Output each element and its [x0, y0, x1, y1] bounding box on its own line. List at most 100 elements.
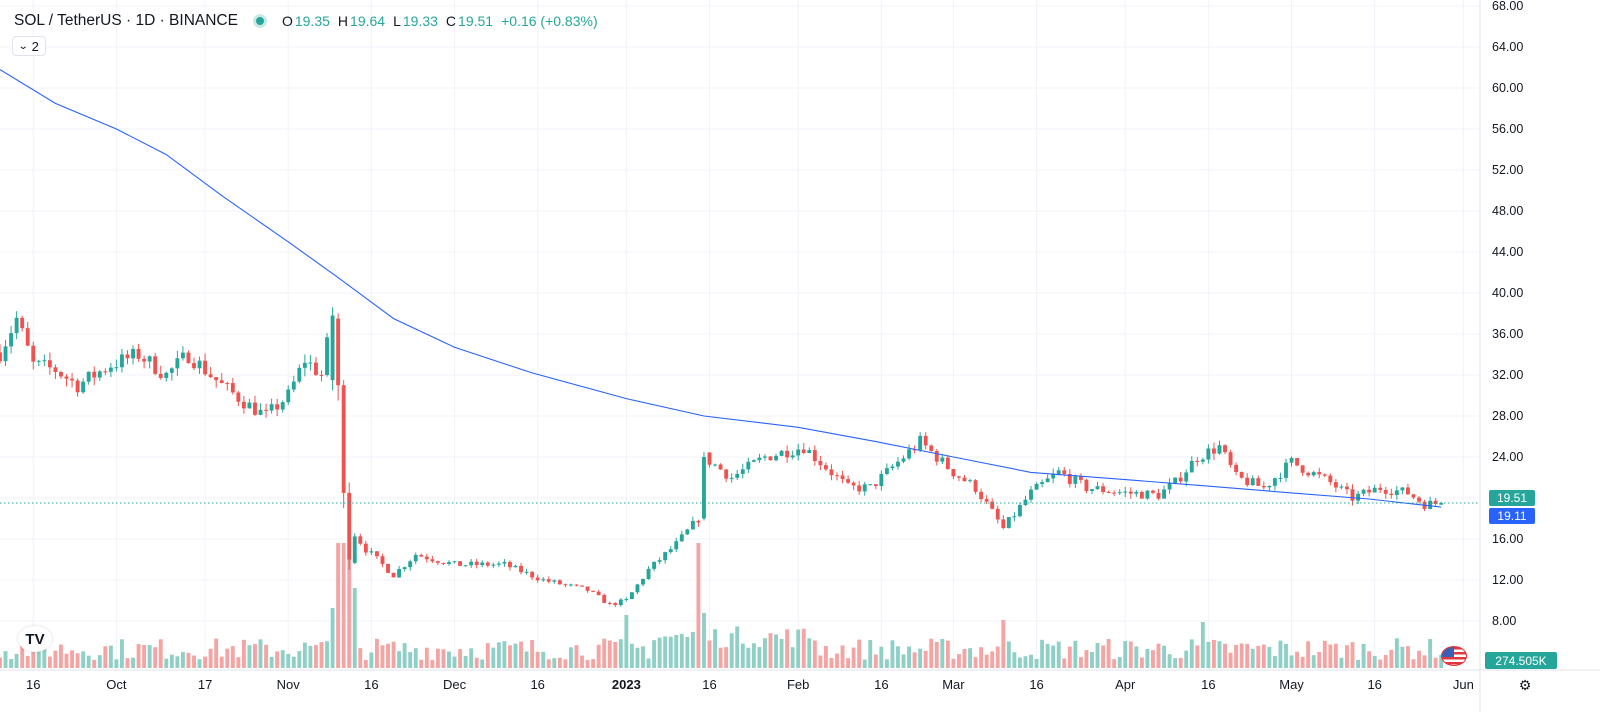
candle-body[interactable]	[563, 584, 568, 586]
candle-body[interactable]	[1406, 487, 1410, 495]
candle-body[interactable]	[413, 554, 418, 562]
candle-body[interactable]	[53, 367, 58, 373]
candle-body[interactable]	[1333, 482, 1338, 488]
candle-body[interactable]	[618, 599, 623, 606]
candle-body[interactable]	[1078, 476, 1083, 480]
candle-body[interactable]	[702, 457, 706, 519]
candle-body[interactable]	[1345, 486, 1349, 490]
candle-body[interactable]	[180, 352, 185, 359]
candle-body[interactable]	[363, 543, 368, 553]
candle-body[interactable]	[1167, 483, 1172, 490]
candle-body[interactable]	[103, 371, 108, 373]
candle-body[interactable]	[47, 360, 52, 368]
candle-body[interactable]	[552, 580, 557, 582]
symbol-title[interactable]: SOL / TetherUS · 1D · BINANCE	[14, 12, 238, 29]
candle-body[interactable]	[1306, 472, 1311, 476]
tradingview-logo-icon[interactable]: TV	[18, 626, 52, 652]
candle-body[interactable]	[1433, 500, 1438, 504]
candle-body[interactable]	[208, 374, 213, 378]
candle-body[interactable]	[153, 356, 158, 374]
candle-body[interactable]	[1023, 499, 1028, 506]
candle-body[interactable]	[1006, 517, 1011, 529]
candle-body[interactable]	[641, 579, 645, 585]
candle-body[interactable]	[136, 348, 141, 359]
candle-body[interactable]	[214, 377, 219, 381]
candle-body[interactable]	[1206, 448, 1211, 460]
candle-body[interactable]	[1045, 478, 1050, 483]
candle-body[interactable]	[1234, 464, 1239, 473]
candle-body[interactable]	[86, 371, 91, 382]
candle-body[interactable]	[1040, 482, 1045, 484]
candle-body[interactable]	[774, 455, 778, 461]
candle-body[interactable]	[1239, 472, 1244, 478]
candle-body[interactable]	[1189, 460, 1194, 473]
candle-body[interactable]	[158, 373, 163, 378]
candle-body[interactable]	[546, 579, 551, 582]
candle-body[interactable]	[1073, 476, 1078, 484]
candle-body[interactable]	[42, 360, 47, 362]
candle-body[interactable]	[25, 328, 30, 346]
candle-body[interactable]	[120, 354, 124, 368]
candle-body[interactable]	[1062, 470, 1067, 474]
candle-body[interactable]	[269, 404, 274, 411]
candle-body[interactable]	[1090, 489, 1094, 491]
candle-body[interactable]	[624, 599, 629, 601]
candle-body[interactable]	[1173, 477, 1178, 484]
candle-body[interactable]	[275, 404, 280, 410]
candle-body[interactable]	[613, 603, 618, 606]
candle-body[interactable]	[391, 572, 396, 578]
candle-body[interactable]	[1228, 452, 1233, 465]
candle-body[interactable]	[990, 501, 995, 509]
candle-body[interactable]	[957, 476, 961, 478]
candle-body[interactable]	[801, 449, 806, 454]
candle-body[interactable]	[657, 560, 662, 562]
candle-body[interactable]	[757, 457, 762, 461]
candle-body[interactable]	[502, 561, 507, 564]
candle-body[interactable]	[142, 358, 147, 362]
candle-body[interactable]	[1012, 516, 1017, 518]
candle-body[interactable]	[1162, 489, 1166, 499]
candle-body[interactable]	[463, 565, 468, 567]
candle-body[interactable]	[951, 469, 956, 477]
candle-body[interactable]	[386, 563, 390, 573]
candle-body[interactable]	[341, 385, 346, 493]
indicators-toggle-button[interactable]: ⌄ 2	[12, 36, 46, 56]
candle-body[interactable]	[751, 460, 756, 462]
candle-body[interactable]	[713, 464, 717, 466]
candle-body[interactable]	[818, 461, 823, 466]
candle-body[interactable]	[496, 563, 501, 565]
candle-body[interactable]	[524, 571, 529, 573]
candle-body[interactable]	[923, 435, 928, 446]
gear-icon[interactable]: ⚙	[1518, 676, 1532, 693]
candle-body[interactable]	[812, 450, 817, 462]
candle-body[interactable]	[1084, 479, 1089, 491]
candle-body[interactable]	[397, 569, 402, 578]
candle-body[interactable]	[735, 473, 740, 478]
candle-body[interactable]	[286, 389, 291, 403]
candle-body[interactable]	[3, 346, 8, 362]
candle-body[interactable]	[186, 352, 191, 364]
candle-body[interactable]	[646, 568, 651, 580]
candle-body[interactable]	[1139, 492, 1144, 499]
candle-body[interactable]	[557, 580, 562, 585]
candle-body[interactable]	[907, 449, 912, 459]
candle-body[interactable]	[0, 352, 2, 362]
candle-body[interactable]	[280, 402, 285, 410]
candle-body[interactable]	[336, 318, 341, 386]
candle-body[interactable]	[36, 360, 41, 362]
candle-body[interactable]	[1300, 465, 1305, 473]
candle-body[interactable]	[1339, 486, 1344, 488]
candle-body[interactable]	[835, 475, 839, 477]
candle-body[interactable]	[330, 315, 335, 381]
candle-body[interactable]	[1383, 489, 1388, 494]
candle-body[interactable]	[585, 586, 590, 591]
candle-body[interactable]	[851, 482, 856, 486]
candle-body[interactable]	[679, 534, 684, 542]
candle-body[interactable]	[474, 561, 479, 566]
candle-body[interactable]	[635, 584, 640, 593]
candle-body[interactable]	[785, 450, 790, 458]
candle-body[interactable]	[1095, 486, 1100, 490]
candle-body[interactable]	[319, 374, 324, 376]
candle-body[interactable]	[1439, 503, 1444, 505]
candle-body[interactable]	[81, 381, 86, 393]
